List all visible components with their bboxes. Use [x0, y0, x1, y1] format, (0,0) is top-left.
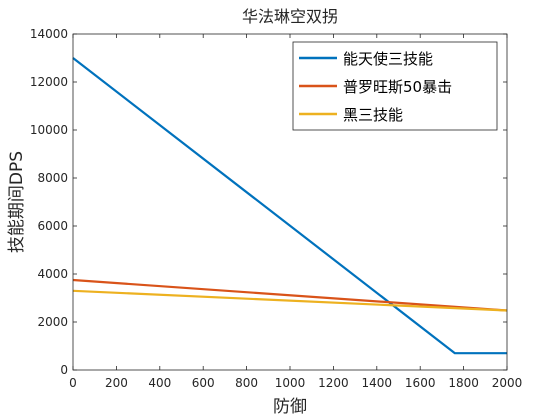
x-tick-label: 400: [148, 376, 171, 390]
y-axis-ticks: 0 2000 4000 6000 8000 10000 12000 14000: [30, 27, 507, 377]
x-tick-label: 1200: [318, 376, 349, 390]
x-tick-label: 1600: [405, 376, 436, 390]
chart-title: 华法琳空双拐: [242, 7, 338, 26]
plot-frame: [72, 33, 508, 371]
series-lines: [72, 57, 508, 355]
y-tick-label: 6000: [37, 219, 68, 233]
x-tick-label: 1800: [448, 376, 479, 390]
y-tick-label: 8000: [37, 171, 68, 185]
series-line-3: [72, 289, 508, 312]
y-tick-label: 10000: [30, 123, 68, 137]
x-axis-label: 防御: [273, 397, 307, 417]
series-line-1: [72, 57, 507, 355]
x-tick-label: 800: [235, 376, 258, 390]
series-line-2: [72, 278, 508, 312]
y-tick-label: 4000: [37, 267, 68, 281]
x-tick-label: 0: [69, 376, 77, 390]
x-tick-label: 2000: [492, 376, 523, 390]
y-tick-label: 2000: [37, 315, 68, 329]
y-axis-label: 技能期间DPS: [7, 151, 27, 253]
legend-label: 黑三技能: [343, 106, 403, 124]
x-axis-ticks: 0 200 400 600 800 1000 1200 1400 1600 1800 2000: [69, 34, 522, 390]
x-tick-label: 200: [105, 376, 128, 390]
legend-label: 能天使三技能: [343, 50, 433, 68]
x-tick-label: 600: [192, 376, 215, 390]
y-tick-label: 12000: [30, 75, 68, 89]
legend-label: 普罗旺斯50暴击: [343, 78, 452, 96]
y-tick-label: 0: [60, 363, 68, 377]
x-tick-label: 1000: [275, 376, 306, 390]
x-tick-label: 1400: [362, 376, 393, 390]
y-tick-label: 14000: [30, 27, 68, 41]
